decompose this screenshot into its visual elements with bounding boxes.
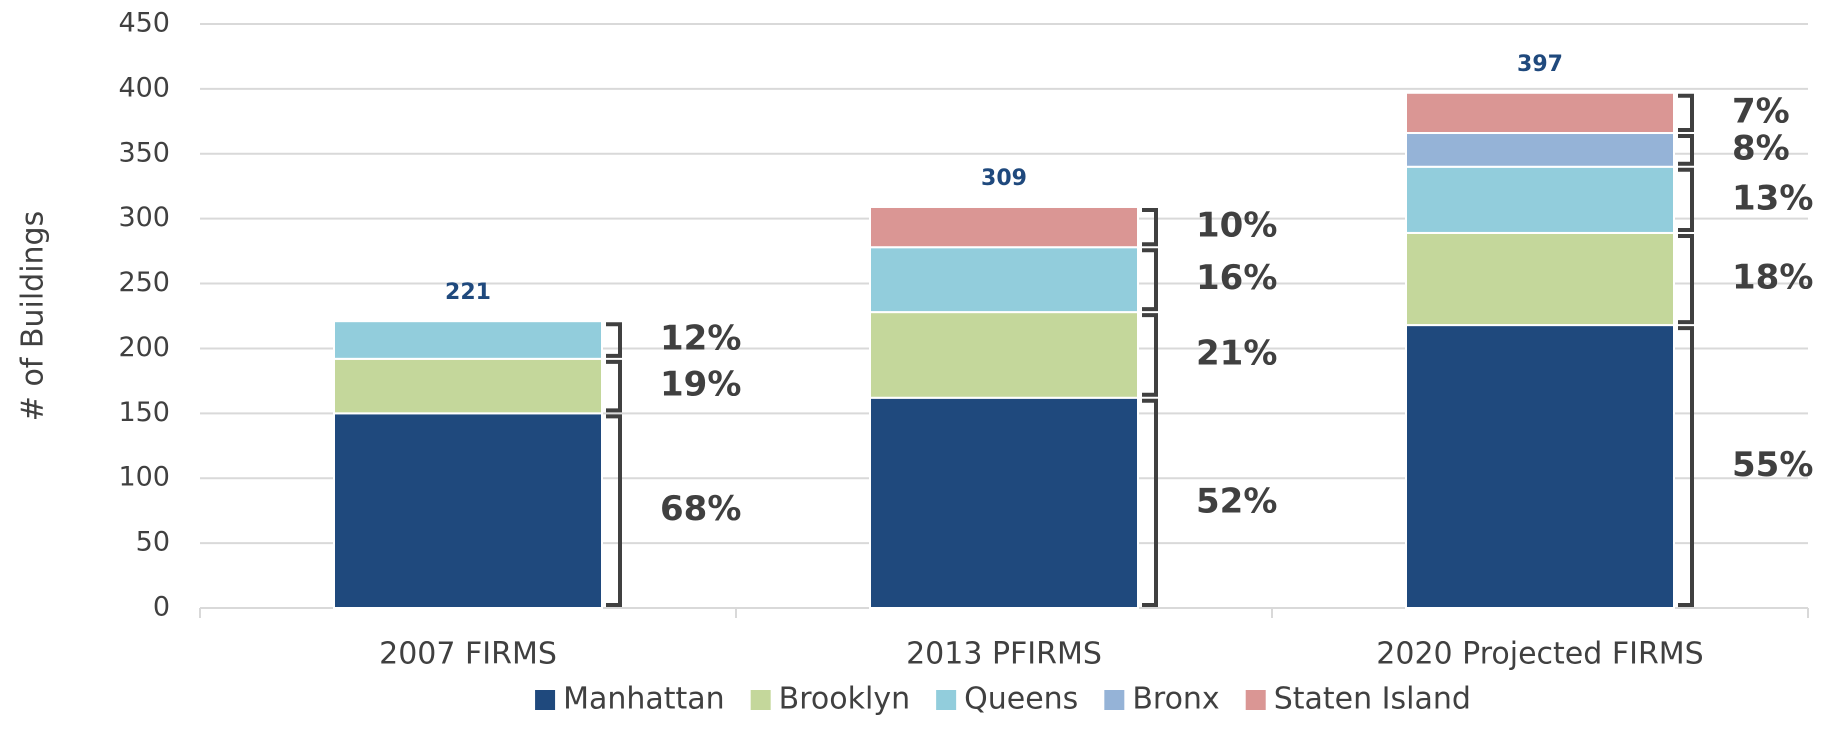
- total-label: 221: [445, 280, 491, 305]
- bracket: [1678, 233, 1694, 325]
- bar-segment: [1405, 324, 1675, 609]
- bar-segment: [333, 357, 603, 415]
- bar-segment: [1405, 231, 1675, 327]
- percent-label: 21%: [1196, 333, 1277, 373]
- legend-label: Staten Island: [1274, 682, 1471, 717]
- legend-swatch: [1245, 690, 1266, 710]
- percent-label: 10%: [1196, 206, 1277, 246]
- y-tick-label: 150: [118, 397, 170, 428]
- bar-segment: [869, 311, 1139, 399]
- percent-label: 12%: [660, 319, 741, 359]
- bracket: [1678, 93, 1694, 133]
- percent-label: 13%: [1732, 178, 1813, 218]
- bracket: [606, 322, 622, 358]
- legend-swatch: [1104, 690, 1125, 710]
- legend-label: Manhattan: [563, 682, 725, 717]
- y-tick-label: 400: [118, 72, 170, 103]
- bar-segment: [333, 412, 603, 610]
- x-tick-label: 2020 Projected FIRMS: [1376, 637, 1703, 672]
- y-tick-label: 200: [118, 332, 170, 363]
- percent-label: 8%: [1732, 128, 1790, 168]
- bar-segment: [1405, 91, 1675, 135]
- y-tick-label: 300: [118, 202, 170, 233]
- bar-segment: [869, 205, 1139, 249]
- y-tick-label: 250: [118, 267, 170, 298]
- bracket: [606, 414, 622, 607]
- percent-label: 68%: [660, 489, 741, 529]
- percent-label: 52%: [1196, 481, 1277, 521]
- bracket: [1142, 313, 1158, 397]
- x-tick-label: 2013 PFIRMS: [906, 637, 1102, 672]
- legend-label: Brooklyn: [779, 682, 910, 717]
- bar-segment: [333, 320, 603, 360]
- bar-segment: [869, 246, 1139, 314]
- y-axis-title: # of Buildings: [16, 211, 51, 421]
- y-tick-label: 50: [136, 527, 170, 558]
- bracket: [1142, 398, 1158, 607]
- bar-segment: [1405, 165, 1675, 234]
- legend-swatch: [936, 690, 957, 710]
- bracket: [1142, 248, 1158, 312]
- legend-label: Queens: [964, 682, 1078, 717]
- legend: Manhattan Brooklyn Queens Bronx Staten Islan…: [535, 682, 1471, 717]
- percent-label: 18%: [1732, 258, 1813, 298]
- percent-label: 16%: [1196, 258, 1277, 298]
- legend-label: Bronx: [1132, 682, 1219, 717]
- bracket: [1678, 326, 1694, 607]
- percent-label: 55%: [1732, 445, 1813, 485]
- y-tick-label: 100: [118, 462, 170, 493]
- percent-label: 7%: [1732, 91, 1790, 131]
- legend-swatch: [750, 690, 771, 710]
- y-tick-label: 350: [118, 137, 170, 168]
- x-tick-label: 2007 FIRMS: [379, 637, 557, 672]
- bar-segment: [869, 396, 1139, 610]
- bar-segment: [1405, 132, 1675, 168]
- bracket: [1142, 207, 1158, 247]
- bracket: [1678, 134, 1694, 166]
- bracket: [606, 359, 622, 413]
- bracket: [1678, 167, 1694, 232]
- y-tick-label: 450: [118, 8, 170, 39]
- legend-swatch: [535, 690, 556, 710]
- total-label: 309: [981, 166, 1027, 191]
- total-label: 397: [1517, 52, 1563, 77]
- percent-label: 19%: [660, 365, 741, 405]
- y-tick-label: 0: [153, 592, 170, 623]
